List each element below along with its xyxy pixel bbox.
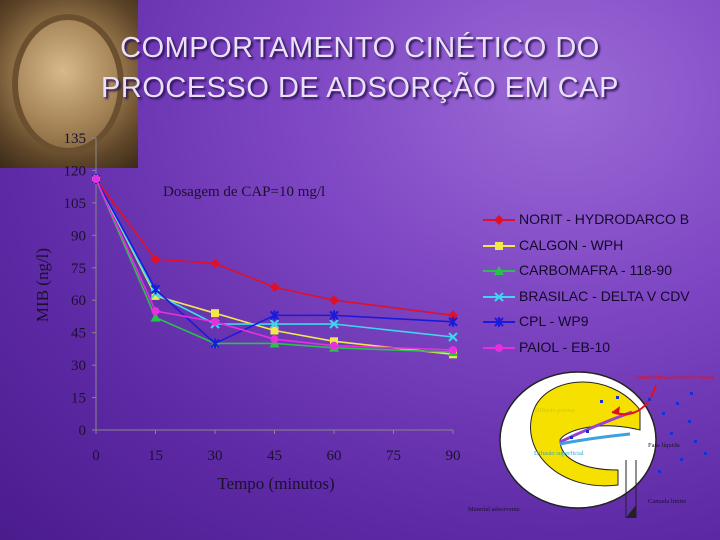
chart-axes: 0 15 30 45 60 75 90 105 120 135 0 15 30 45 60 75 90 bbox=[64, 131, 461, 464]
legend-marker-icon bbox=[494, 215, 504, 225]
y-tick-label: 105 bbox=[64, 196, 87, 212]
data-point bbox=[329, 295, 339, 306]
legend-marker-icon bbox=[494, 266, 504, 275]
y-tick-label: 60 bbox=[71, 293, 86, 309]
legend-marker bbox=[495, 343, 503, 352]
legend-marker-icon bbox=[495, 343, 503, 352]
y-tick-label: 135 bbox=[64, 131, 87, 147]
y-tick-label: 75 bbox=[71, 261, 86, 277]
x-tick-label: 60 bbox=[327, 448, 342, 464]
legend-marker-icon bbox=[494, 317, 504, 327]
legend-marker bbox=[494, 291, 504, 302]
legend-label: BRASILAC - DELTA V CDV bbox=[519, 287, 690, 304]
data-point bbox=[150, 254, 161, 265]
data-point bbox=[329, 310, 339, 321]
data-point bbox=[210, 258, 220, 269]
data-point bbox=[269, 282, 280, 293]
liquid-particles bbox=[570, 392, 707, 473]
series-line-2 bbox=[95, 178, 454, 356]
boundary-arrow-icon bbox=[626, 505, 636, 518]
data-point bbox=[92, 175, 100, 184]
data-point bbox=[210, 338, 220, 349]
series-line-3 bbox=[95, 178, 454, 353]
data-point bbox=[211, 309, 219, 318]
data-point bbox=[330, 341, 338, 350]
title-line-2: PROCESSO DE ADSORÇÃO EM CAP bbox=[101, 72, 619, 104]
legend-marker-icon bbox=[494, 291, 504, 302]
title-line-1: COMPORTAMENTO CINÉTICO DO bbox=[120, 32, 600, 64]
surface-channel bbox=[559, 432, 631, 446]
legend-marker bbox=[494, 215, 504, 225]
y-tick-label: 30 bbox=[71, 358, 86, 374]
data-point bbox=[151, 307, 160, 316]
label-surface: Difusão superficial bbox=[534, 450, 584, 457]
legend-marker-icon bbox=[495, 241, 503, 250]
x-tick-label: 90 bbox=[446, 448, 461, 464]
series-line-5 bbox=[95, 178, 454, 345]
data-point bbox=[150, 312, 161, 322]
series-line-4 bbox=[95, 178, 454, 338]
x-axis-label: Tempo (minutos) bbox=[217, 474, 334, 493]
data-point bbox=[270, 335, 279, 344]
data-point bbox=[269, 319, 280, 329]
data-point bbox=[448, 316, 458, 327]
legend-marker bbox=[495, 241, 503, 250]
y-tick-label: 45 bbox=[71, 326, 86, 342]
legend-label: NORIT - HYDRODARCO B bbox=[519, 211, 690, 227]
y-tick-label: 15 bbox=[71, 391, 86, 407]
y-axis-label: MIB (ng/l) bbox=[33, 248, 52, 322]
x-tick-label: 15 bbox=[148, 448, 163, 464]
label-pore: Difusão porosa bbox=[535, 407, 575, 414]
data-point bbox=[269, 310, 280, 321]
series-line-6 bbox=[95, 178, 454, 351]
adsorbent-body bbox=[530, 381, 641, 487]
data-point bbox=[211, 317, 219, 326]
data-point bbox=[330, 337, 338, 346]
coin-image bbox=[0, 0, 138, 168]
series-line-1 bbox=[95, 178, 454, 317]
data-point bbox=[270, 326, 279, 335]
chart-series bbox=[91, 174, 458, 359]
legend-marker bbox=[494, 266, 504, 275]
label-adsorbent: Material adsorvente bbox=[468, 506, 520, 513]
label-liquid: Fase líquida bbox=[648, 442, 680, 449]
chart-annotation: Dosagem de CAP=10 mg/l bbox=[163, 184, 325, 200]
data-point bbox=[150, 284, 161, 295]
x-tick-label: 0 bbox=[92, 448, 100, 464]
y-tick-label: 0 bbox=[79, 423, 87, 439]
data-point bbox=[151, 291, 160, 300]
data-point bbox=[448, 332, 458, 342]
data-point bbox=[448, 310, 458, 321]
legend-label: CPL - WP9 bbox=[519, 313, 589, 329]
x-tick-label: 30 bbox=[208, 448, 223, 464]
legend-label: CALGON - WPH bbox=[519, 236, 624, 253]
label-boundary: Camada limite bbox=[648, 498, 686, 505]
x-tick-label: 75 bbox=[386, 448, 401, 464]
data-point bbox=[329, 319, 339, 329]
x-tick-label: 45 bbox=[267, 448, 282, 464]
y-tick-label: 90 bbox=[71, 228, 86, 244]
legend-marker bbox=[494, 317, 504, 327]
slide-title: COMPORTAMENTO CINÉTICO DO PROCESSO DE AD… bbox=[0, 28, 720, 108]
legend-label: CARBOMAFRA - 118-90 bbox=[519, 262, 673, 278]
data-point bbox=[449, 345, 457, 354]
legend-label: PAIOL - EB-10 bbox=[519, 338, 611, 355]
label-transfer: Transferência externa de massa bbox=[633, 374, 715, 381]
y-tick-label: 120 bbox=[64, 163, 87, 179]
